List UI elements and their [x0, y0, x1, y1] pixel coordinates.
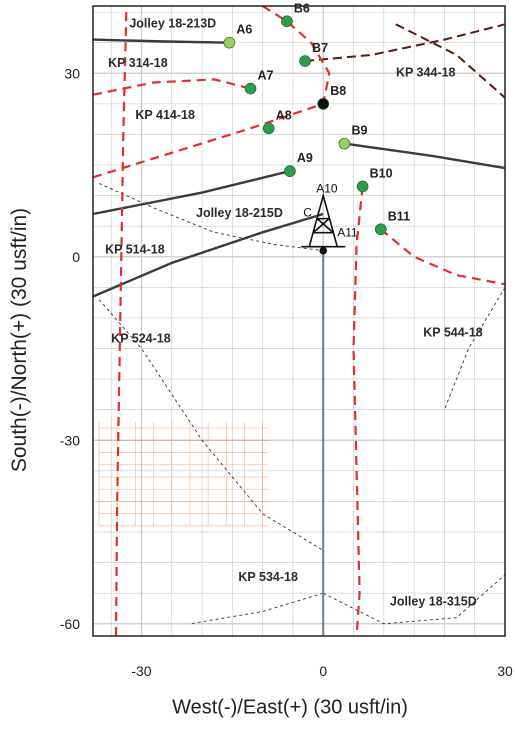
- solid-well-paths: [92, 38, 506, 636]
- point-label: B8: [330, 84, 346, 98]
- well-label: Jolley 18-215D: [196, 206, 283, 220]
- trajectory-b6: [262, 5, 331, 105]
- rig-brace: [312, 218, 330, 234]
- point-label: B9: [351, 124, 367, 138]
- rig-label: C: [303, 206, 312, 220]
- point-label: A6: [236, 23, 252, 37]
- well-label: KP 414-18: [135, 108, 195, 122]
- orange-grid-block: [98, 421, 269, 527]
- x-tick-label: -30: [131, 663, 151, 679]
- x-tick-label: 0: [319, 663, 327, 679]
- point-label: A9: [297, 151, 313, 165]
- point-label: B6: [294, 1, 310, 15]
- point-marker: [223, 36, 236, 49]
- trajectory-b10: [352, 186, 364, 637]
- trace-line: [98, 299, 324, 551]
- point-marker: [281, 15, 293, 28]
- trajectory-a7: [92, 78, 251, 96]
- point-label: B11: [388, 209, 410, 223]
- well-path-dark-dashed-upper: [305, 23, 506, 62]
- y-tick-label: -30: [60, 432, 80, 448]
- planned-trajectories: [92, 5, 506, 637]
- drilling-rig-icon: [301, 192, 346, 255]
- point-marker: [262, 122, 275, 135]
- well-path-kp-514: [92, 212, 324, 298]
- y-tick-label: 30: [64, 65, 80, 81]
- point-marker: [374, 223, 387, 236]
- point-marker: [244, 82, 257, 95]
- offset-well-traces: [98, 182, 506, 625]
- well-label: KP 314-18: [108, 56, 168, 70]
- well-path-kp-344: [344, 142, 506, 170]
- trace-line: [443, 287, 506, 410]
- point-marker: [338, 137, 351, 150]
- point-marker: [317, 98, 330, 110]
- rig-center: [319, 246, 328, 255]
- rig-label: A11: [337, 226, 358, 240]
- well-label: Jolley 18-315D: [390, 594, 477, 608]
- trace-line: [322, 574, 506, 625]
- point-label: B10: [370, 166, 393, 180]
- rig-frame: [308, 192, 339, 247]
- point-marker: [299, 55, 311, 67]
- x-axis-label: West(-)/East(+) (30 usft/in): [172, 696, 408, 719]
- plot-area: [93, 6, 505, 636]
- well-label: KP 524-18: [111, 331, 171, 345]
- well-path-kp-414: [92, 169, 291, 216]
- plot-frame: [92, 5, 506, 637]
- point-label: A7: [258, 69, 274, 83]
- point-marker: [356, 180, 369, 193]
- well-label: KP 534-18: [238, 570, 298, 584]
- trajectory-b11: [380, 228, 506, 286]
- y-tick-label: -60: [60, 616, 80, 632]
- y-tick-label: 0: [72, 249, 80, 265]
- well-label: KP 514-18: [105, 243, 165, 257]
- point-marker: [284, 165, 296, 177]
- trajectory-kp-524: [114, 12, 128, 637]
- rig-label: A10: [316, 182, 338, 196]
- well-label: Jolley 18-213D: [129, 16, 216, 30]
- well-label: KP 544-18: [423, 325, 483, 339]
- point-label: B7: [312, 41, 328, 55]
- well-path-dark-dashed-diagonal: [395, 23, 506, 99]
- trajectory-a8: [92, 102, 324, 179]
- rig-brace: [316, 218, 334, 234]
- well-path-jolley-213d: [92, 38, 230, 44]
- point-label: A8: [276, 108, 292, 122]
- x-tick-label: 30: [497, 663, 513, 679]
- well-label: KP 344-18: [396, 65, 456, 79]
